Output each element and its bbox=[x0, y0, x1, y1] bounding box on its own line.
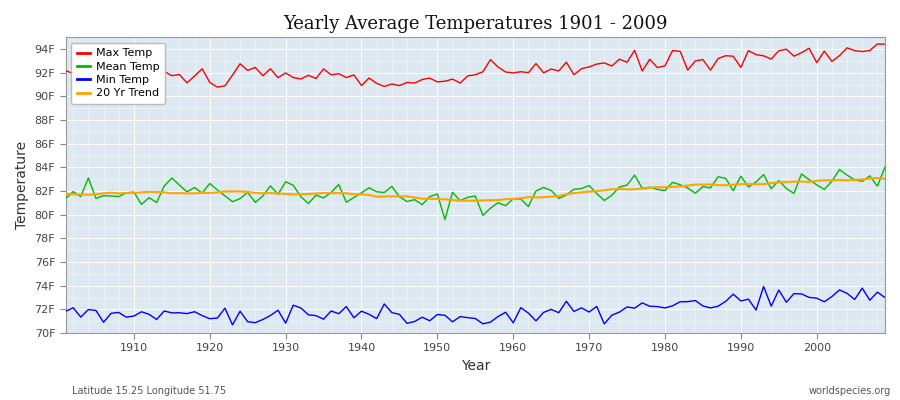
Min Temp bbox=[607, 313, 617, 318]
20 Yr Trend bbox=[121, 190, 131, 195]
Line: Min Temp: Min Temp bbox=[66, 286, 885, 325]
20 Yr Trend bbox=[607, 187, 617, 192]
Mean Temp bbox=[607, 193, 617, 198]
Mean Temp bbox=[508, 196, 518, 201]
Min Temp bbox=[227, 322, 238, 327]
20 Yr Trend bbox=[333, 191, 344, 196]
Mean Temp bbox=[288, 183, 299, 188]
Text: Latitude 15.25 Longitude 51.75: Latitude 15.25 Longitude 51.75 bbox=[72, 386, 226, 396]
Max Temp bbox=[872, 42, 883, 46]
Max Temp bbox=[879, 42, 890, 47]
Text: worldspecies.org: worldspecies.org bbox=[809, 386, 891, 396]
Y-axis label: Temperature: Temperature bbox=[15, 141, 29, 229]
Mean Temp bbox=[60, 196, 71, 201]
Min Temp bbox=[295, 306, 306, 310]
X-axis label: Year: Year bbox=[461, 359, 490, 373]
Mean Temp bbox=[516, 197, 526, 202]
Min Temp bbox=[758, 284, 769, 289]
Line: 20 Yr Trend: 20 Yr Trend bbox=[66, 178, 885, 201]
Min Temp bbox=[879, 295, 890, 300]
Max Temp bbox=[60, 68, 71, 73]
20 Yr Trend bbox=[872, 176, 883, 180]
Min Temp bbox=[341, 304, 352, 309]
Legend: Max Temp, Mean Temp, Min Temp, 20 Yr Trend: Max Temp, Mean Temp, Min Temp, 20 Yr Tre… bbox=[71, 43, 165, 104]
Max Temp bbox=[516, 69, 526, 74]
20 Yr Trend bbox=[879, 176, 890, 181]
20 Yr Trend bbox=[508, 196, 518, 201]
20 Yr Trend bbox=[288, 192, 299, 197]
Mean Temp bbox=[879, 164, 890, 169]
Max Temp bbox=[212, 85, 222, 90]
Min Temp bbox=[508, 320, 518, 325]
Min Temp bbox=[121, 315, 131, 320]
20 Yr Trend bbox=[454, 198, 465, 203]
Max Temp bbox=[508, 70, 518, 75]
Max Temp bbox=[295, 76, 306, 81]
20 Yr Trend bbox=[516, 196, 526, 201]
20 Yr Trend bbox=[60, 191, 71, 196]
Max Temp bbox=[121, 75, 131, 80]
Max Temp bbox=[607, 64, 617, 68]
Mean Temp bbox=[333, 182, 344, 187]
Line: Max Temp: Max Temp bbox=[66, 44, 885, 87]
Mean Temp bbox=[439, 217, 450, 222]
Min Temp bbox=[60, 309, 71, 314]
Line: Mean Temp: Mean Temp bbox=[66, 167, 885, 220]
Title: Yearly Average Temperatures 1901 - 2009: Yearly Average Temperatures 1901 - 2009 bbox=[283, 15, 668, 33]
Max Temp bbox=[341, 75, 352, 80]
Mean Temp bbox=[121, 190, 131, 195]
Min Temp bbox=[516, 305, 526, 310]
